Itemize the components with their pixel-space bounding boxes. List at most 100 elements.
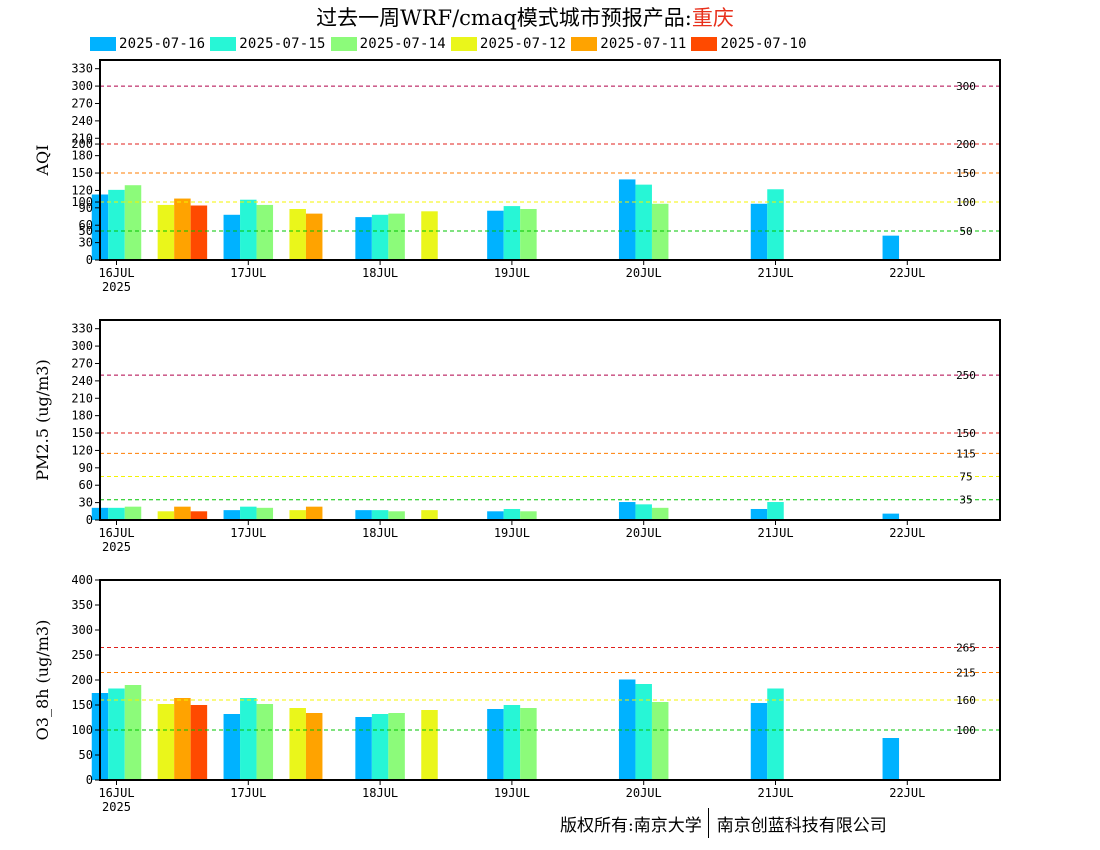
x-tick-label: 21JUL bbox=[757, 786, 793, 800]
legend-item: 2025-07-15 bbox=[210, 36, 325, 52]
y-tick-label: 300 bbox=[71, 79, 93, 93]
legend-swatch bbox=[450, 37, 477, 51]
x-tick-label: 16JUL bbox=[98, 786, 134, 800]
y-tick-label: 210 bbox=[71, 131, 93, 145]
data-bar bbox=[305, 213, 323, 260]
y-tick-label: 0 bbox=[86, 513, 93, 527]
data-bar bbox=[289, 208, 306, 260]
threshold-label: 150 bbox=[956, 167, 976, 180]
data-bar bbox=[108, 688, 125, 780]
data-bar bbox=[618, 179, 636, 260]
y-tick-label: 0 bbox=[86, 253, 93, 267]
data-bar bbox=[503, 206, 521, 260]
data-bar bbox=[520, 511, 537, 520]
data-bar bbox=[124, 185, 142, 260]
y-tick-label: 200 bbox=[71, 137, 93, 151]
data-bar bbox=[767, 688, 784, 780]
y-tick-label: 240 bbox=[71, 114, 93, 128]
data-bar bbox=[882, 738, 900, 780]
threshold-label: 75 bbox=[959, 471, 972, 484]
data-bar bbox=[289, 708, 306, 780]
data-bar bbox=[174, 198, 191, 260]
threshold-label: 160 bbox=[956, 694, 976, 707]
chart-panel: 3002001501005003050609010012015018020021… bbox=[33, 59, 1001, 294]
y-tick-label: 30 bbox=[79, 496, 93, 510]
data-bar bbox=[421, 211, 438, 260]
x-tick-label: 19JUL bbox=[494, 526, 530, 540]
y-tick-label: 400 bbox=[71, 573, 93, 587]
legend-label: 2025-07-15 bbox=[239, 36, 326, 52]
y-axis-label: AQI bbox=[33, 145, 52, 177]
chart-panel: 265 215 160 100 0 50 100 150 200 250 300 350 400 16JU… bbox=[33, 573, 1001, 814]
threshold-label: 215 bbox=[956, 667, 976, 680]
threshold-label: 200 bbox=[956, 138, 976, 151]
data-bar bbox=[305, 713, 323, 780]
y-tick-label: 150 bbox=[71, 426, 93, 440]
y-tick-label: 100 bbox=[71, 195, 93, 209]
data-bar bbox=[190, 511, 208, 520]
footer-divider bbox=[707, 808, 709, 838]
data-bar bbox=[157, 204, 175, 260]
y-tick-label: 0 bbox=[86, 773, 93, 787]
threshold-label: 300 bbox=[956, 80, 976, 93]
data-bar bbox=[256, 507, 274, 520]
legend: 2025-07-16 2025-07-15 2025-07-14 2025-07-12… bbox=[90, 35, 812, 53]
data-bar bbox=[371, 214, 389, 260]
title-city: 重庆 bbox=[691, 6, 734, 30]
data-bar bbox=[174, 506, 191, 520]
data-bar bbox=[240, 199, 257, 260]
copyright-left: 版权所有:南京大学 bbox=[560, 815, 702, 836]
data-bar bbox=[223, 510, 241, 520]
data-bar bbox=[388, 511, 405, 520]
y-tick-label: 50 bbox=[79, 748, 93, 762]
data-bar bbox=[520, 708, 537, 780]
threshold-label: 150 bbox=[956, 427, 976, 440]
legend-label: 2025-07-11 bbox=[600, 36, 687, 52]
data-bar bbox=[157, 704, 175, 780]
y-tick-label: 330 bbox=[71, 62, 93, 76]
data-bar bbox=[487, 511, 504, 520]
y-tick-label: 90 bbox=[79, 461, 93, 475]
data-bar bbox=[240, 506, 257, 520]
legend-label: 2025-07-14 bbox=[359, 36, 446, 52]
data-bar bbox=[750, 508, 768, 520]
data-bar bbox=[882, 235, 900, 260]
threshold-label: 100 bbox=[956, 196, 976, 209]
data-bar bbox=[651, 702, 669, 780]
legend-item: 2025-07-16 bbox=[90, 36, 205, 52]
y-tick-label: 30 bbox=[79, 236, 93, 250]
x-tick-label: 19JUL bbox=[494, 786, 530, 800]
x-tick-label: 19JUL bbox=[494, 266, 530, 280]
threshold-label: 115 bbox=[956, 447, 976, 460]
data-bar bbox=[487, 709, 504, 780]
data-bar bbox=[371, 714, 389, 780]
data-bar bbox=[635, 504, 652, 520]
y-tick-label: 250 bbox=[71, 648, 93, 662]
data-bar bbox=[651, 507, 669, 520]
copyright-right: 南京创蓝科技有限公司 bbox=[716, 815, 887, 836]
data-bar bbox=[520, 208, 537, 260]
legend-swatch bbox=[90, 37, 116, 51]
threshold-label: 265 bbox=[956, 642, 976, 655]
data-bar bbox=[487, 210, 504, 260]
data-bar bbox=[355, 217, 372, 260]
data-bar bbox=[174, 698, 191, 780]
plot-frame bbox=[99, 319, 1001, 521]
x-tick-label: 22JUL bbox=[889, 266, 925, 280]
legend-label: 2025-07-16 bbox=[119, 36, 206, 52]
x-tick-label: 18JUL bbox=[362, 786, 398, 800]
y-tick-label: 270 bbox=[71, 356, 93, 370]
y-tick-label: 300 bbox=[71, 339, 93, 353]
legend-item: 2025-07-10 bbox=[691, 36, 807, 52]
y-tick-label: 60 bbox=[79, 478, 93, 492]
data-bar bbox=[388, 213, 405, 260]
y-axis-label: PM2.5 (ug/m3) bbox=[33, 359, 52, 480]
data-bar bbox=[750, 203, 768, 260]
threshold-label: 35 bbox=[959, 494, 972, 507]
data-bar bbox=[256, 704, 274, 780]
x-year-label: 2025 bbox=[102, 540, 131, 554]
y-tick-label: 50 bbox=[79, 224, 93, 238]
data-bar bbox=[651, 203, 669, 260]
x-tick-label: 21JUL bbox=[757, 526, 793, 540]
